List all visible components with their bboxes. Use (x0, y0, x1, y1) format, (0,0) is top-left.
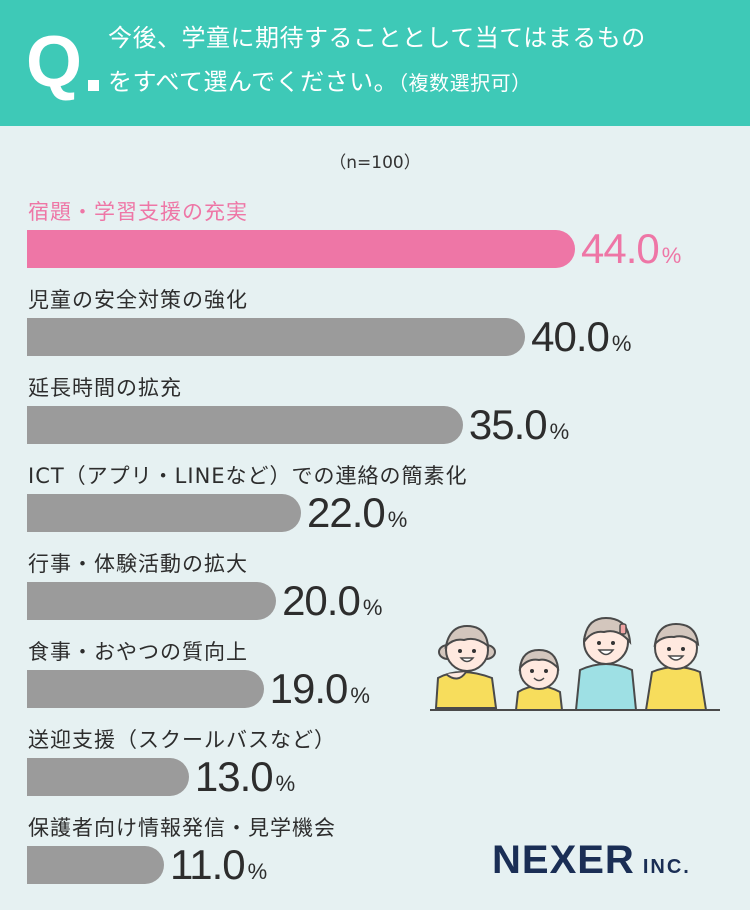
value-unit: % (611, 331, 632, 356)
sample-size: （n=100） (329, 153, 421, 173)
question-text-line2: をすべて選んでください。（複数選択可） (108, 66, 532, 99)
value-label: 11.0% (170, 841, 267, 889)
category-label: 児童の安全対策の強化 (28, 288, 248, 312)
question-header: Q 今後、学童に期待することとして当てはまるもの をすべて選んでください。（複数… (0, 0, 750, 126)
category-label: ICT（アプリ・LINEなど）での連絡の簡素化 (28, 464, 468, 488)
category-label: 行事・体験活動の拡大 (28, 552, 248, 576)
value-number: 20.0 (282, 577, 361, 624)
logo-suffix: INC. (642, 856, 691, 878)
nexer-logo: NEXER INC. (492, 838, 691, 883)
child-3-figure (574, 616, 638, 711)
child-1-figure (434, 624, 498, 709)
children-illustration (430, 616, 720, 711)
category-label: 食事・おやつの質向上 (28, 640, 248, 664)
value-number: 35.0 (468, 401, 548, 448)
question-dot (88, 80, 99, 91)
bar (27, 670, 264, 708)
value-label: 13.0% (195, 753, 295, 801)
value-number: 13.0 (194, 753, 274, 800)
value-number: 11.0 (170, 841, 246, 888)
child-2-figure (514, 648, 564, 711)
value-label: 20.0% (282, 577, 382, 625)
logo-name: NEXER (492, 838, 635, 882)
question-text-line1: 今後、学童に期待することとして当てはまるもの (108, 24, 646, 52)
value-unit: % (275, 771, 296, 796)
value-unit: % (387, 507, 408, 532)
value-number: 44.0 (581, 225, 660, 272)
value-unit: % (661, 243, 682, 268)
value-number: 40.0 (531, 313, 610, 360)
value-number: 22.0 (307, 489, 386, 536)
value-label: 22.0% (307, 489, 407, 537)
value-label: 40.0% (531, 313, 631, 361)
bar (27, 846, 164, 884)
bar (27, 758, 189, 796)
value-unit: % (350, 683, 370, 708)
category-label: 宿題・学習支援の充実 (28, 200, 248, 224)
question-text-main: をすべて選んでください。 (108, 68, 399, 96)
category-label: 送迎支援（スクールバスなど） (28, 728, 336, 752)
bar (27, 406, 463, 444)
category-label: 延長時間の拡充 (28, 376, 182, 400)
value-label: 44.0% (581, 225, 681, 273)
question-mark: Q (26, 22, 83, 102)
value-unit: % (549, 419, 570, 444)
child-4-figure (644, 622, 708, 711)
bar (27, 230, 575, 268)
category-label: 保護者向け情報発信・見学機会 (28, 816, 336, 840)
value-unit: % (247, 859, 268, 884)
value-number: 19.0 (269, 665, 349, 712)
value-label: 35.0% (469, 401, 569, 449)
bar (27, 494, 301, 532)
value-unit: % (362, 595, 383, 620)
bar (27, 582, 277, 620)
question-note: （複数選択可） (398, 71, 532, 95)
bar (27, 318, 526, 356)
value-label: 19.0% (270, 665, 370, 713)
